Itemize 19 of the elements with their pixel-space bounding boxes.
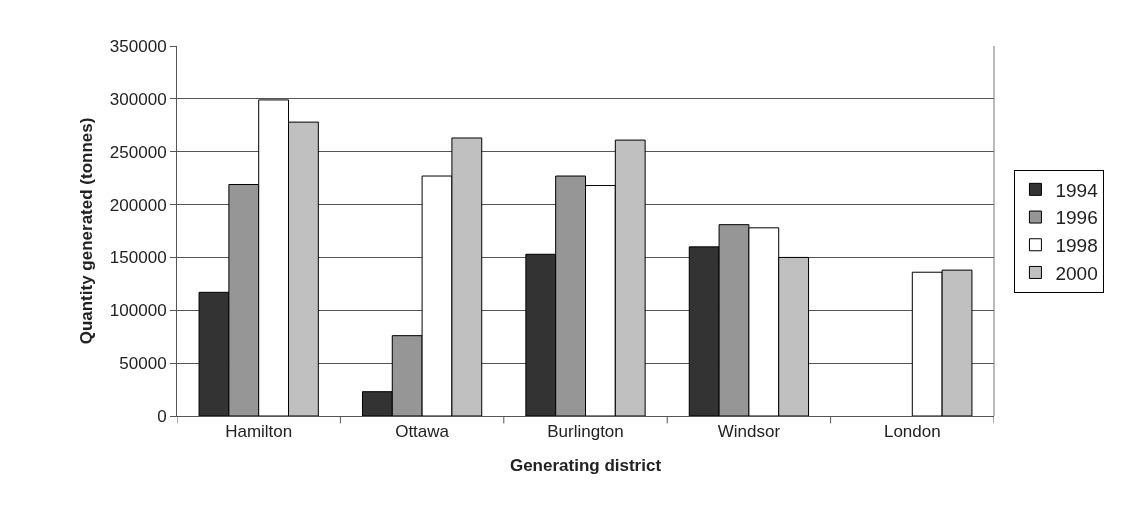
x-tick-label: Windsor bbox=[717, 422, 781, 442]
x-tick-label: London bbox=[883, 422, 941, 442]
x-tick-label: Burlington bbox=[547, 422, 624, 442]
x-tick-label: Hamilton bbox=[225, 422, 293, 442]
legend-label: 2000 bbox=[1055, 262, 1098, 284]
y-tick-label: 250000 bbox=[109, 142, 167, 162]
y-tick-label: 150000 bbox=[109, 248, 167, 268]
legend-label: 1994 bbox=[1055, 179, 1099, 201]
y-tick-label: 100000 bbox=[109, 301, 167, 321]
y-tick-label: 0 bbox=[157, 406, 167, 426]
y-tick-label: 50000 bbox=[119, 354, 167, 374]
x-tick-label: Ottawa bbox=[395, 422, 450, 442]
y-tick-label: 350000 bbox=[109, 36, 167, 56]
y-axis-title: Quantity generated (tonnes) bbox=[77, 117, 97, 345]
legend-label: 1998 bbox=[1055, 235, 1098, 257]
legend-label: 1996 bbox=[1055, 207, 1098, 229]
y-tick-label: 300000 bbox=[109, 89, 167, 109]
x-axis-title: Generating district bbox=[509, 455, 662, 475]
y-tick-label: 200000 bbox=[109, 195, 167, 215]
